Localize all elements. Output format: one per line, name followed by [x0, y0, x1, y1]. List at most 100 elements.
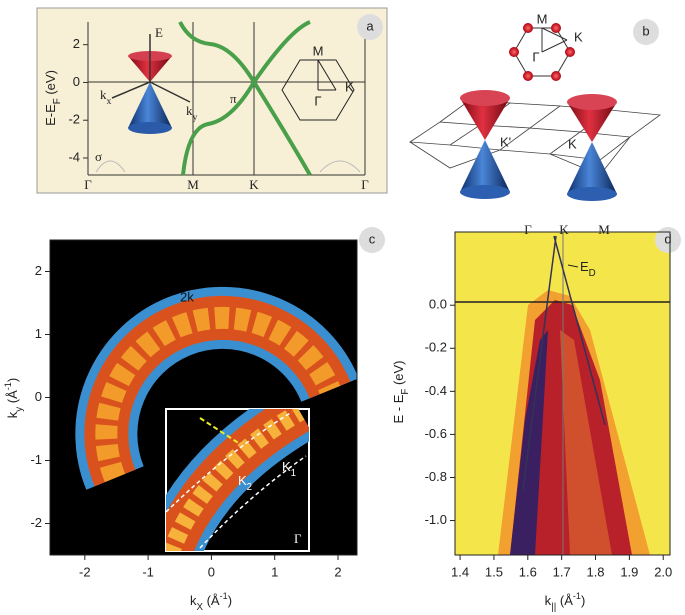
- label-part: x: [107, 96, 112, 107]
- arrow: [567, 264, 579, 268]
- label-part: k: [100, 87, 107, 102]
- inset-label: K1: [282, 459, 296, 479]
- zone-label: M: [537, 11, 548, 26]
- label-part: (Å: [203, 593, 220, 608]
- x-tick-label: 1.6: [519, 564, 537, 579]
- y-tick-label: 0: [73, 74, 80, 89]
- panel-badge: [633, 19, 659, 45]
- label-part: E: [580, 259, 589, 274]
- band-label: π: [230, 91, 237, 106]
- panel-label: d: [664, 231, 671, 246]
- cone-axis: kx: [100, 87, 112, 107]
- label-part: k: [186, 103, 193, 118]
- header-label: K: [559, 222, 569, 237]
- label-part: ): [581, 593, 585, 608]
- y-axis-label: E-EF (eV): [43, 70, 63, 126]
- label-part: -1: [3, 382, 13, 390]
- band-label: σ: [95, 149, 102, 164]
- zone-path: [317, 59, 337, 91]
- panel-a: M Γ K E kx ky π σ E-EF (eV) a: [36, 7, 388, 194]
- y-tick-label: 0: [35, 389, 42, 404]
- x-tick-label: 1.7: [553, 564, 571, 579]
- x-tick-label: -2: [79, 564, 91, 579]
- y-tick-label: 1: [35, 326, 42, 341]
- label-part: F: [52, 98, 63, 104]
- x-tick-label: K: [249, 177, 259, 192]
- zone-label: K: [345, 79, 354, 94]
- cone-base: [460, 185, 510, 199]
- zone-label: M: [313, 43, 324, 58]
- label-part: k: [5, 411, 20, 418]
- dirac-label: ED: [580, 259, 596, 279]
- panel-badge: [655, 227, 681, 253]
- label-part: (Å: [5, 390, 20, 407]
- cone-top: [460, 90, 510, 106]
- dispersion-line: [553, 235, 606, 426]
- dispersion-line: [522, 235, 557, 491]
- y-tick-label: -1.0: [425, 512, 447, 527]
- y-tick-label: 2: [35, 263, 42, 278]
- label-part: (eV): [43, 70, 58, 98]
- cone-base: [567, 187, 617, 201]
- panel-label: c: [369, 231, 376, 246]
- panel-label: a: [366, 18, 374, 33]
- y-tick-label: -2: [30, 515, 42, 530]
- label-part: E - E: [391, 394, 406, 423]
- cone: [567, 142, 617, 194]
- y-tick-label: -2: [68, 112, 80, 127]
- x-tick-label: 0: [208, 564, 215, 579]
- panel-b: M Γ K K' K b: [408, 11, 662, 201]
- panel-badge: [357, 14, 383, 40]
- x-tick-label: 2: [334, 564, 341, 579]
- x-tick-label: 1.8: [586, 564, 604, 579]
- label-part: k: [190, 593, 197, 608]
- zone: [281, 59, 355, 121]
- y-tick-label: -0.8: [425, 469, 447, 484]
- label-part: ): [228, 593, 232, 608]
- header-label: Γ: [524, 222, 532, 237]
- fermi-ring: [75, 286, 357, 490]
- x-tick-label: Γ: [361, 177, 369, 192]
- x-tick-label: M: [187, 177, 199, 192]
- label-part: ||: [551, 602, 556, 613]
- pi-band: [181, 20, 311, 176]
- lattice: [408, 99, 662, 176]
- cone: [460, 140, 510, 192]
- label-part: 2: [247, 482, 252, 493]
- y-tick-label: -0.2: [425, 340, 447, 355]
- panel-c: 2k K1 K2 Γ kX (Å-1) ky (Å-1) c: [3, 227, 385, 613]
- inset-ring: [166, 409, 309, 551]
- y-tick-label: -1: [30, 452, 42, 467]
- header-label: M: [598, 222, 610, 237]
- panel-d: Γ K M ED k|| (Å-1) E - EF (eV) d: [391, 222, 681, 613]
- x-tick-label: 1.9: [620, 564, 638, 579]
- y-axis-label: E - EF (eV): [391, 360, 411, 423]
- label-part: (Å: [556, 593, 573, 608]
- y-tick-label: -0.6: [425, 426, 447, 441]
- label-part: y: [193, 112, 198, 123]
- panel-frame: [36, 7, 388, 194]
- label-part: X: [196, 602, 203, 613]
- label-part: (eV): [391, 360, 406, 388]
- cone: [128, 82, 172, 128]
- x-tick-label: 1.5: [485, 564, 503, 579]
- valley-label: K: [568, 136, 577, 151]
- inset-label: Γ: [294, 531, 302, 546]
- zone-path: [541, 27, 568, 41]
- cone-axis: E: [155, 25, 163, 40]
- x-tick-label: -1: [142, 564, 154, 579]
- label-part: 1: [291, 468, 296, 479]
- pi-band: [178, 21, 312, 176]
- x-axis-label: kX (Å-1): [190, 591, 232, 613]
- k-points: [509, 23, 575, 81]
- x-axis-label: k|| (Å-1): [545, 591, 586, 613]
- cone-base: [128, 122, 172, 134]
- label-part: F: [400, 389, 411, 395]
- zone-label: Γ: [532, 49, 539, 64]
- ring-label: 2k: [180, 289, 194, 304]
- label-part: D: [589, 268, 596, 279]
- label-part: K: [238, 473, 247, 488]
- cone: [567, 102, 617, 142]
